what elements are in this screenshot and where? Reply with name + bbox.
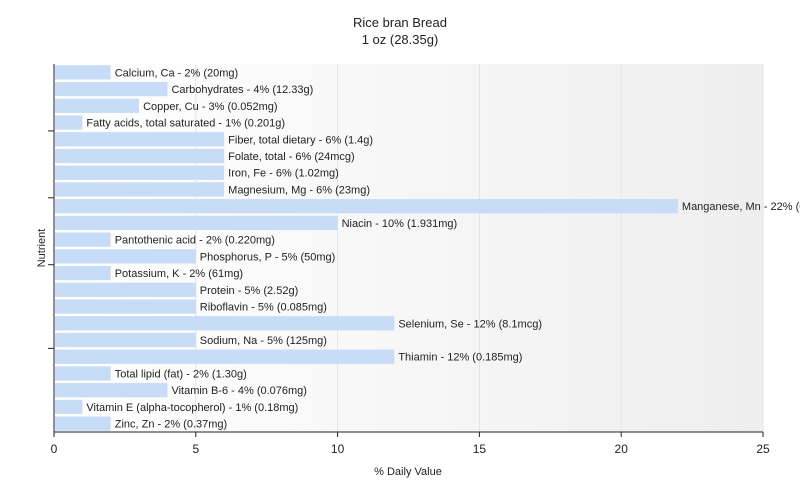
bar <box>55 316 394 330</box>
bar-label: Calcium, Ca - 2% (20mg) <box>115 67 238 79</box>
x-tick-label: 5 <box>192 442 199 456</box>
bar-label: Vitamin B-6 - 4% (0.076mg) <box>171 385 307 397</box>
bar-label: Vitamin E (alpha-tocopherol) - 1% (0.18m… <box>86 402 298 414</box>
bar-label: Pantothenic acid - 2% (0.220mg) <box>115 235 275 247</box>
bar-label: Manganese, Mn - 22% (0.449mg) <box>682 201 800 213</box>
bar <box>55 166 224 180</box>
bar-label: Fiber, total dietary - 6% (1.4g) <box>228 134 373 146</box>
x-tick-label: 25 <box>756 442 770 456</box>
bar-label: Fatty acids, total saturated - 1% (0.201… <box>86 118 285 130</box>
bar-label: Potassium, K - 2% (61mg) <box>115 268 243 280</box>
bar <box>55 65 111 79</box>
bar <box>55 350 394 364</box>
x-tick-label: 0 <box>51 442 58 456</box>
bar <box>55 366 111 380</box>
bar <box>55 400 82 414</box>
x-axis-label: % Daily Value <box>0 466 800 478</box>
bar-label: Phosphorus, P - 5% (50mg) <box>200 251 336 263</box>
bar <box>55 216 338 230</box>
bar-label: Iron, Fe - 6% (1.02mg) <box>228 168 339 180</box>
bar-label: Protein - 5% (2.52g) <box>200 285 298 297</box>
bar-label: Selenium, Se - 12% (8.1mcg) <box>398 318 542 330</box>
x-tick-label: 15 <box>473 442 487 456</box>
bar-label: Riboflavin - 5% (0.085mg) <box>200 302 327 314</box>
bar <box>55 149 224 163</box>
bar-label: Copper, Cu - 3% (0.052mg) <box>143 101 278 113</box>
bar-label: Sodium, Na - 5% (125mg) <box>200 335 327 347</box>
bar <box>55 115 82 129</box>
bar <box>55 283 196 297</box>
bar <box>55 299 196 313</box>
x-tick-label: 20 <box>615 442 629 456</box>
bar <box>55 82 167 96</box>
bar-label: Zinc, Zn - 2% (0.37mg) <box>115 419 227 431</box>
bar <box>55 266 111 280</box>
bar <box>55 333 196 347</box>
bar-label: Folate, total - 6% (24mcg) <box>228 151 355 163</box>
bar <box>55 132 224 146</box>
bar <box>55 233 111 247</box>
bar <box>55 383 167 397</box>
bar <box>55 417 111 431</box>
bar <box>55 249 196 263</box>
y-axis-label: Nutrient <box>36 229 48 268</box>
bar <box>55 199 678 213</box>
bar-label: Thiamin - 12% (0.185mg) <box>398 352 522 364</box>
bar <box>55 99 139 113</box>
bar-label: Total lipid (fat) - 2% (1.30g) <box>115 368 247 380</box>
bar <box>55 182 224 196</box>
x-tick-label: 10 <box>331 442 345 456</box>
bar-label: Niacin - 10% (1.931mg) <box>342 218 458 230</box>
bar-label: Magnesium, Mg - 6% (23mg) <box>228 184 370 196</box>
bar-label: Carbohydrates - 4% (12.33g) <box>171 84 313 96</box>
